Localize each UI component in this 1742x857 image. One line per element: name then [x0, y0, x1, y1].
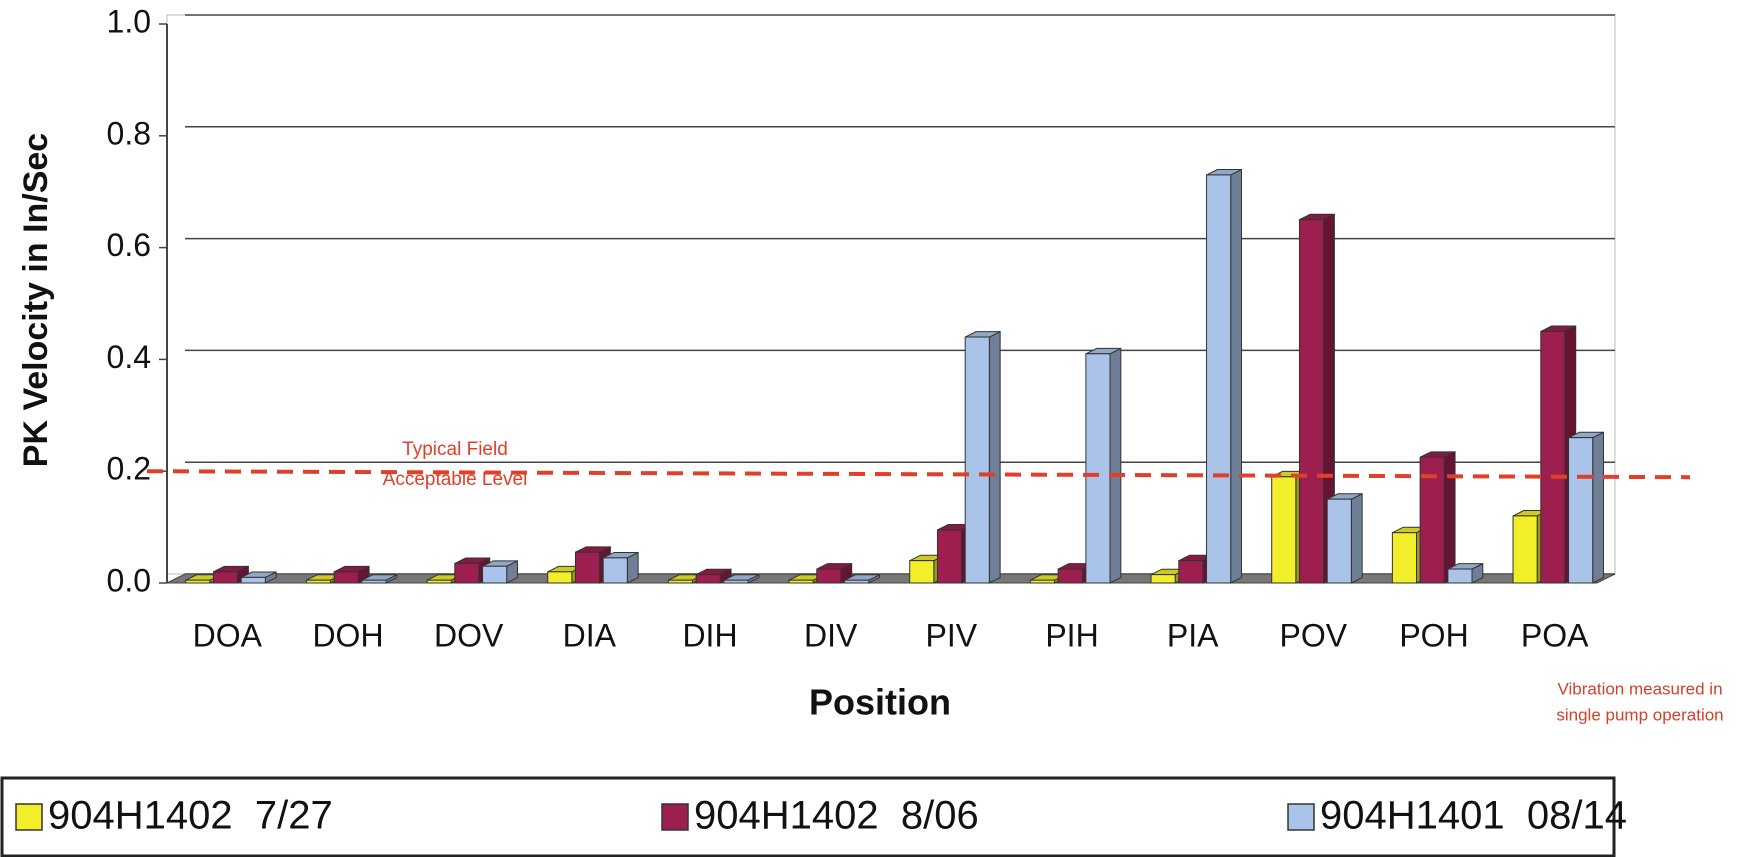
- bar: [1206, 174, 1232, 584]
- bar: [695, 574, 721, 584]
- bar: [426, 579, 452, 584]
- bar-side: [988, 330, 1001, 584]
- plot-floor: [166, 573, 1616, 584]
- bar: [333, 571, 359, 584]
- x-axis-title: Position: [809, 682, 951, 723]
- x-tick-label: DIH: [682, 617, 737, 653]
- legend-label: 904H1402 8/06: [694, 794, 979, 838]
- bar: [305, 579, 332, 584]
- y-tick-label: 0.8: [107, 115, 151, 151]
- bar: [1085, 353, 1111, 584]
- x-tick-label: DOV: [434, 617, 504, 653]
- annotation: Vibration measured in: [1557, 679, 1722, 698]
- legend-swatch: [661, 803, 689, 831]
- bar: [816, 568, 842, 584]
- bar: [964, 336, 990, 584]
- bar: [1271, 476, 1297, 584]
- legend-label: 904H1402 7/27: [48, 794, 333, 838]
- x-tick-label: PIA: [1167, 617, 1219, 653]
- bar: [1447, 568, 1473, 584]
- plot-wall: [166, 14, 1616, 575]
- legend-box: [0, 776, 1616, 857]
- x-tick-label: DIV: [804, 617, 858, 653]
- x-tick-label: POH: [1399, 617, 1468, 653]
- x-tick-label: DOH: [312, 617, 383, 653]
- bar-side: [1592, 431, 1604, 584]
- bar: [723, 579, 749, 584]
- x-tick-label: DOA: [193, 617, 263, 653]
- bar: [361, 579, 387, 584]
- bar-side: [1109, 347, 1122, 584]
- x-tick-label: PIV: [926, 617, 978, 653]
- legend-swatch: [15, 803, 43, 831]
- bar: [1178, 560, 1204, 584]
- bar: [844, 579, 870, 584]
- y-tick-label: 0.0: [107, 562, 151, 598]
- legend-label: 904H1401 08/14: [1320, 794, 1627, 838]
- legend-swatch: [1287, 803, 1315, 831]
- y-tick-label: 1.0: [107, 3, 151, 39]
- bar: [667, 579, 694, 584]
- bar: [185, 579, 211, 584]
- y-tick-label: 0.6: [107, 227, 151, 263]
- bar: [1540, 330, 1566, 584]
- bar: [909, 560, 935, 584]
- y-tick-label: 0.2: [107, 451, 151, 487]
- bar: [1057, 568, 1083, 584]
- bar: [240, 576, 266, 584]
- x-tick-label: POV: [1280, 617, 1348, 653]
- bar: [1419, 456, 1445, 584]
- bar-side: [1350, 492, 1363, 584]
- reference-line: [146, 469, 1691, 480]
- bar: [574, 551, 601, 584]
- bar: [602, 557, 628, 584]
- bar: [212, 571, 239, 584]
- bar: [1150, 574, 1176, 584]
- bar: [788, 579, 814, 584]
- bar: [1512, 515, 1538, 584]
- bar: [454, 562, 480, 584]
- bar: [1298, 219, 1325, 584]
- bar-side: [1443, 451, 1456, 584]
- bar: [1326, 498, 1352, 584]
- bar: [1391, 532, 1418, 584]
- y-axis-title: PK Velocity in In/Sec: [17, 133, 55, 467]
- x-tick-label: DIA: [563, 617, 617, 653]
- x-tick-label: POA: [1521, 617, 1589, 653]
- y-tick-label: 0.4: [107, 339, 151, 375]
- x-tick-label: PIH: [1045, 617, 1098, 653]
- bar: [1029, 579, 1056, 584]
- reference-label: Acceptable Level: [383, 469, 528, 490]
- bar: [1568, 437, 1594, 584]
- bar-side: [1230, 168, 1242, 584]
- bar: [547, 571, 573, 584]
- bar: [936, 529, 963, 584]
- annotation: single pump operation: [1556, 705, 1723, 724]
- reference-label: Typical Field: [402, 439, 508, 460]
- bar: [482, 565, 508, 584]
